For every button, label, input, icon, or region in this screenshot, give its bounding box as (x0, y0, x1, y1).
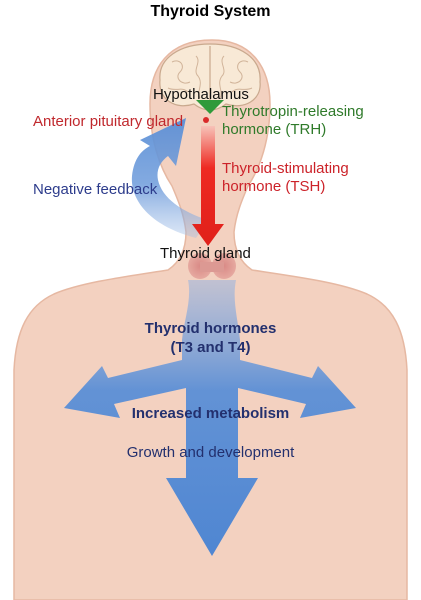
trh-label-line2: hormone (TRH) (222, 121, 327, 138)
negative-feedback-label: Negative feedback (33, 181, 158, 198)
brain (159, 43, 261, 111)
hypothalamus-marker (196, 100, 224, 114)
thyroid-gland-shape (188, 253, 236, 279)
diagram-title: Thyroid System (150, 3, 271, 20)
hypothalamus-label: Hypothalamus (153, 86, 249, 103)
tsh-arrow (192, 126, 224, 246)
increased-metabolism-label: Increased metabolism (131, 405, 290, 422)
thyroid-hormones-label-line2: (T3 and T4) (170, 339, 251, 356)
pituitary-dot (203, 117, 209, 123)
growth-development-label: Growth and development (126, 444, 295, 461)
negative-feedback-arrow (131, 118, 208, 238)
tsh-label-line2: hormone (TSH) (222, 178, 326, 195)
tsh-label-line1: Thyroid-stimulating (222, 160, 349, 177)
thyroid-gland-label: Thyroid gland (160, 245, 251, 262)
anterior-pituitary-label: Anterior pituitary gland (33, 113, 184, 130)
thyroid-hormones-label-line1: Thyroid hormones (144, 320, 277, 337)
trh-label-line1: Thyrotropin-releasing (222, 103, 364, 120)
hormone-stream (64, 280, 356, 556)
